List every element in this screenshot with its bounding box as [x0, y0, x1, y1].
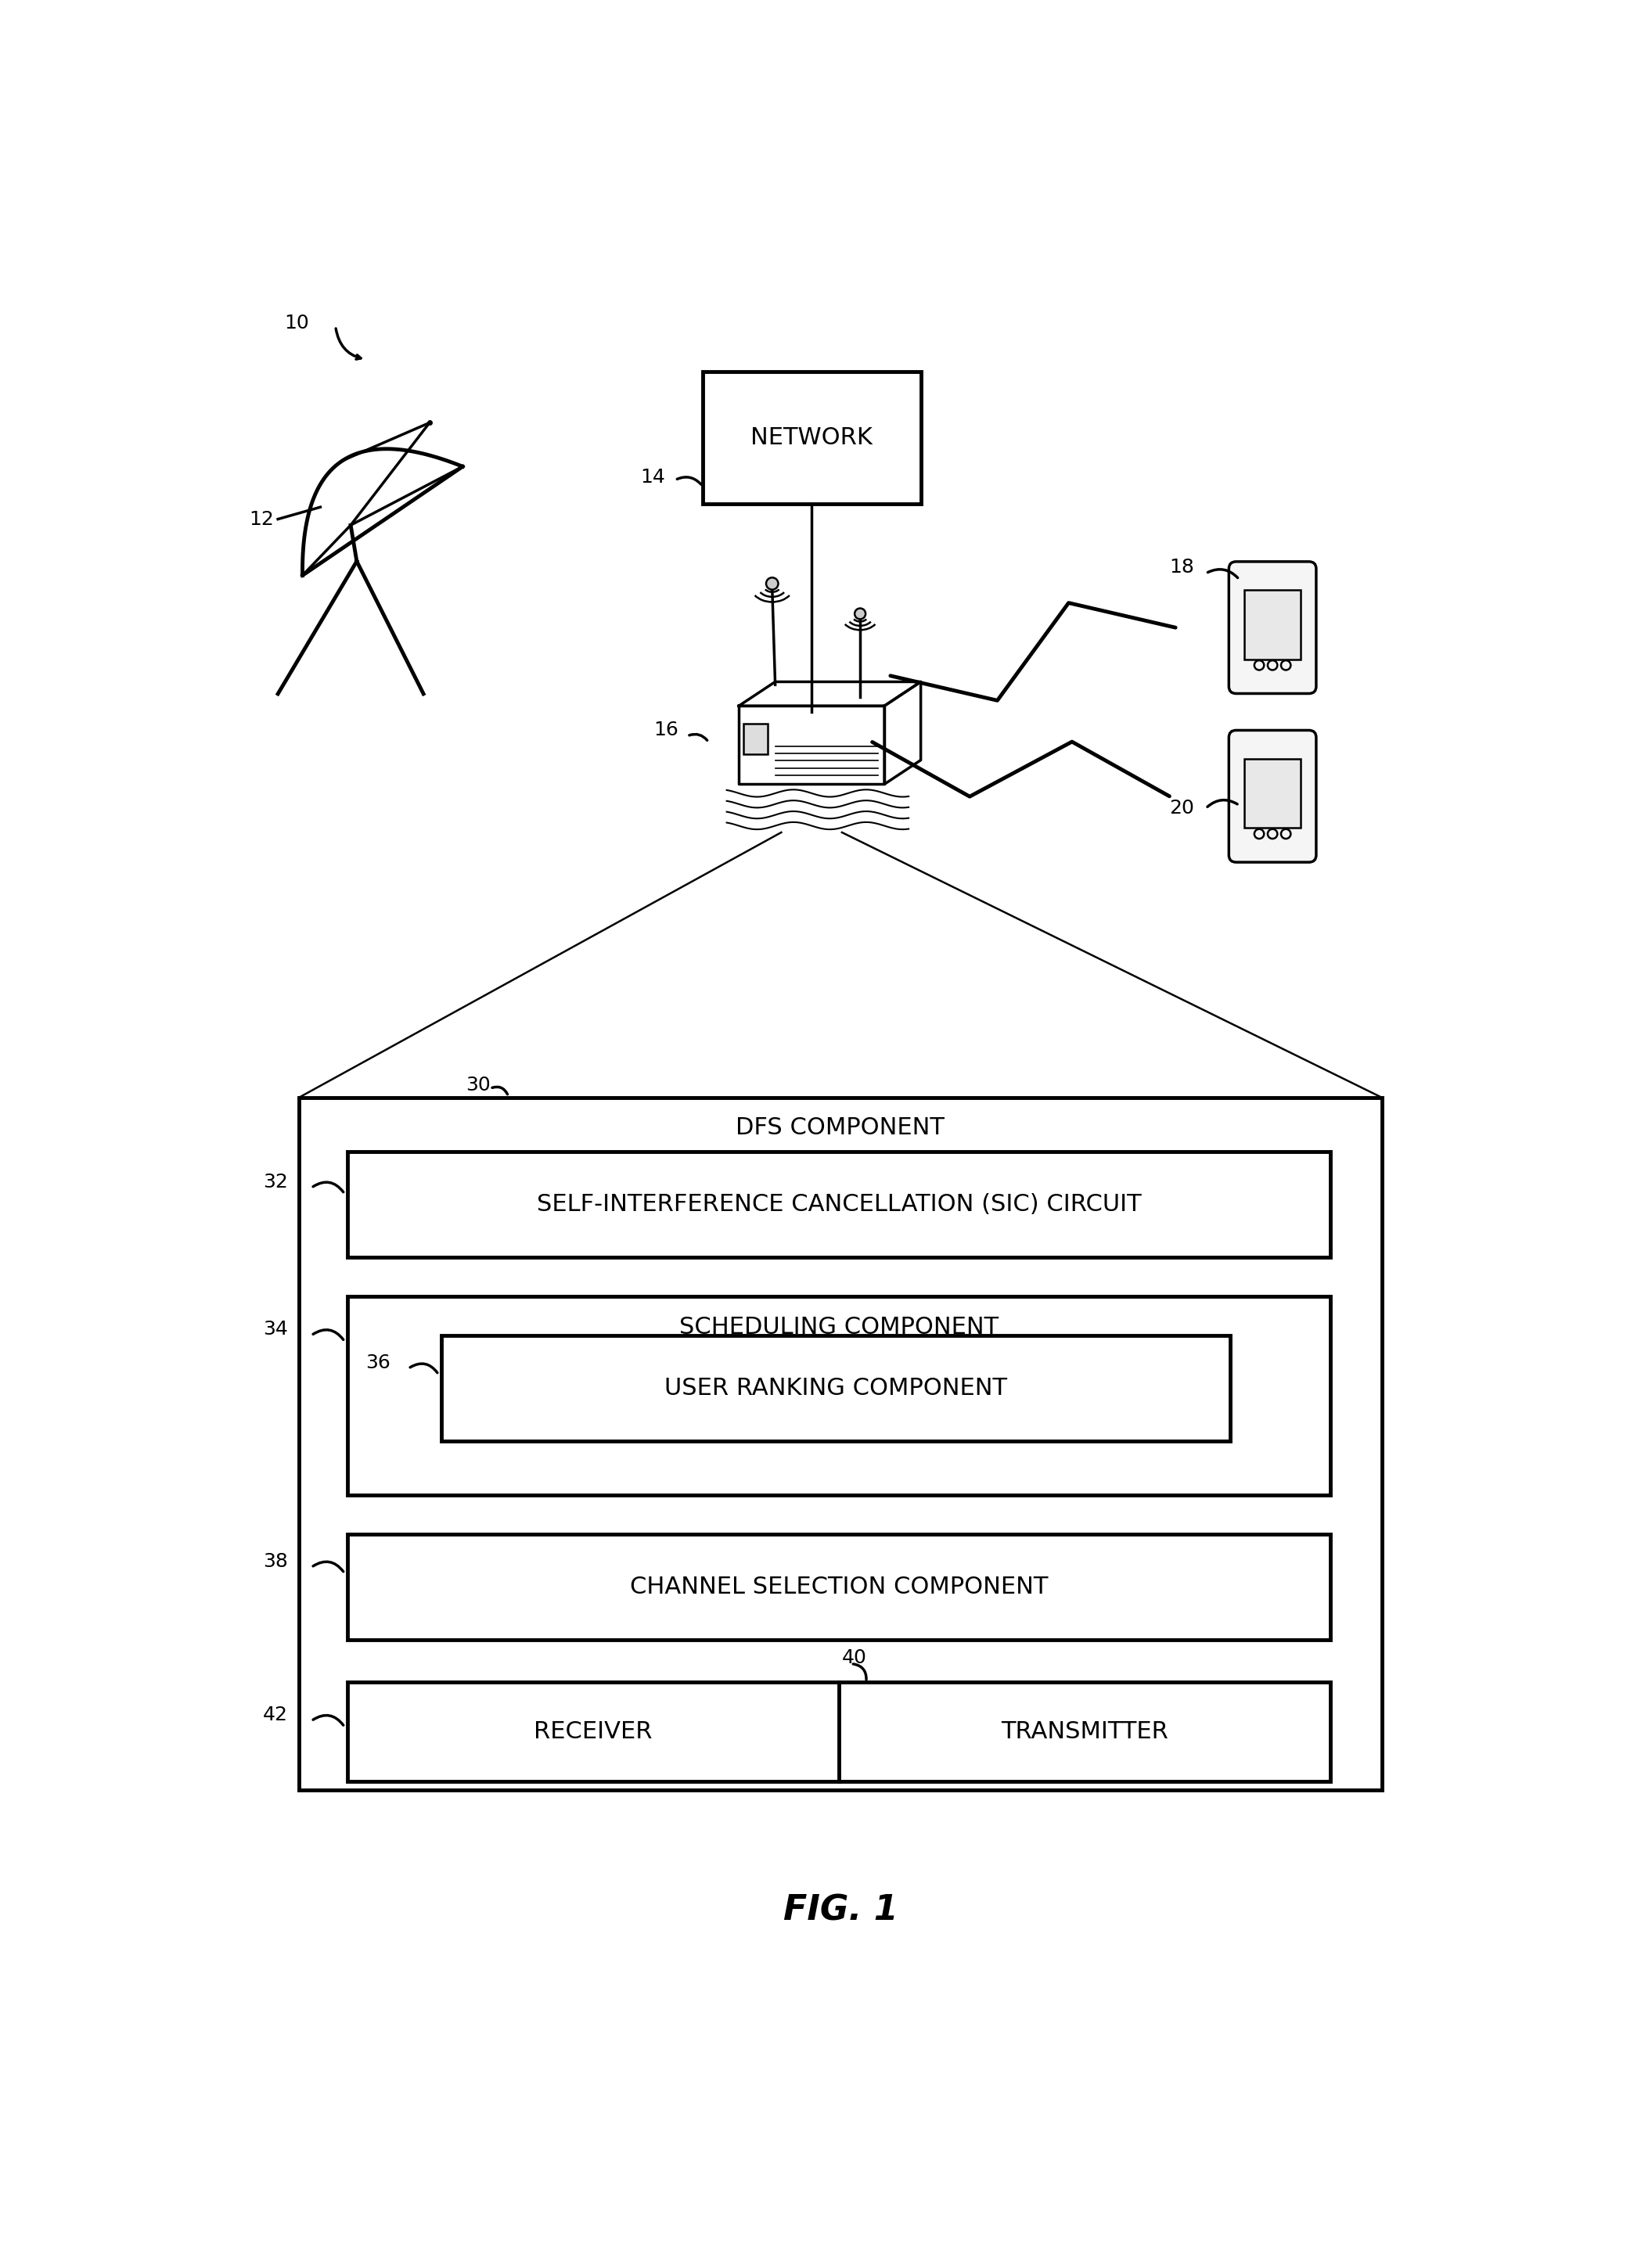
Text: 16: 16 [653, 721, 679, 739]
Text: SELF-INTERFERENCE CANCELLATION (SIC) CIRCUIT: SELF-INTERFERENCE CANCELLATION (SIC) CIR… [537, 1193, 1140, 1216]
Text: 34: 34 [263, 1320, 287, 1338]
Text: 14: 14 [640, 467, 666, 485]
Text: 12: 12 [249, 510, 274, 528]
Text: USER RANKING COMPONENT: USER RANKING COMPONENT [665, 1377, 1008, 1399]
Text: 20: 20 [1170, 798, 1195, 819]
Bar [348, 1533, 1331, 1640]
Bar [1244, 758, 1300, 828]
Bar [1244, 590, 1300, 660]
Text: 18: 18 [1170, 558, 1195, 576]
Bar [348, 1297, 1331, 1495]
Bar [441, 1336, 1231, 1440]
Text: NETWORK: NETWORK [750, 426, 873, 449]
Text: SCHEDULING COMPONENT: SCHEDULING COMPONENT [679, 1315, 999, 1338]
Bar [348, 1683, 1331, 1780]
Text: TRANSMITTER: TRANSMITTER [1001, 1719, 1168, 1742]
FancyBboxPatch shape [1229, 562, 1316, 694]
Text: 38: 38 [263, 1551, 287, 1572]
Bar [348, 1152, 1331, 1256]
Text: 42: 42 [263, 1706, 287, 1724]
Text: DFS COMPONENT: DFS COMPONENT [735, 1116, 945, 1139]
Text: 36: 36 [366, 1354, 391, 1372]
Text: RECEIVER: RECEIVER [533, 1719, 653, 1742]
Bar [702, 372, 921, 503]
Circle shape [855, 608, 865, 619]
FancyBboxPatch shape [1229, 730, 1316, 862]
Text: CHANNEL SELECTION COMPONENT: CHANNEL SELECTION COMPONENT [630, 1576, 1049, 1599]
Text: 10: 10 [284, 313, 309, 333]
Text: 40: 40 [842, 1649, 866, 1667]
Text: FIG. 1: FIG. 1 [783, 1894, 898, 1928]
Bar [743, 723, 768, 753]
Text: 30: 30 [466, 1075, 491, 1095]
Circle shape [766, 578, 778, 590]
Bar [299, 1098, 1382, 1789]
Text: 32: 32 [263, 1173, 287, 1191]
